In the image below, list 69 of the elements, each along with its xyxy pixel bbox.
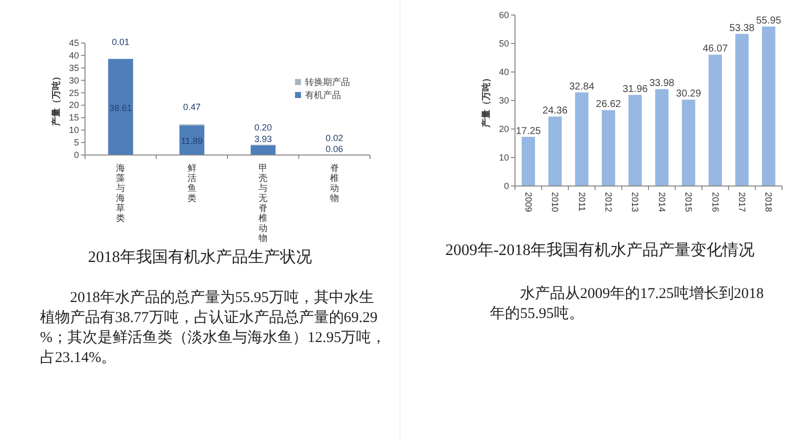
bar bbox=[602, 110, 616, 186]
text: 2009年-2018年我国有机水产品产量变化情况 bbox=[445, 241, 755, 259]
x-tick-label: 2013 bbox=[630, 192, 640, 212]
text: 2018年我国有机水产品生产状况 bbox=[88, 248, 312, 266]
y-tick-label: 0 bbox=[74, 150, 79, 160]
bar bbox=[522, 136, 536, 186]
data-label: 0.02 bbox=[326, 132, 344, 143]
y-tick-label: 10 bbox=[68, 125, 79, 136]
legend-label: 转换期产品 bbox=[305, 77, 350, 87]
x-tick-label: 2009 bbox=[523, 192, 534, 212]
x-tick-label: 甲壳与无脊椎动物 bbox=[258, 163, 268, 243]
data-label: 53.38 bbox=[729, 22, 755, 34]
x-tick-label: 2010 bbox=[550, 192, 560, 212]
x-tick-label: 鲜活鱼类 bbox=[187, 163, 196, 203]
data-label: 31.96 bbox=[622, 84, 648, 95]
y-tick-label: 30 bbox=[498, 96, 509, 106]
data-label: 46.07 bbox=[702, 44, 728, 55]
x-tick-label: 2017 bbox=[736, 192, 747, 212]
x-tick-label: 2011 bbox=[576, 192, 587, 212]
bar bbox=[708, 54, 722, 186]
y-axis-title: 产量（万吨） bbox=[481, 74, 491, 128]
y-tick-label: 30 bbox=[68, 75, 79, 86]
y-tick-label: 60 bbox=[498, 10, 509, 20]
data-label: 24.36 bbox=[542, 106, 568, 117]
x-tick-label: 脊椎动物 bbox=[330, 163, 339, 203]
y-tick-label: 35 bbox=[68, 62, 79, 73]
y-tick-label: 40 bbox=[68, 50, 79, 60]
y-tick-label: 45 bbox=[68, 38, 79, 48]
x-tick-label: 2012 bbox=[603, 192, 614, 212]
data-label: 0.06 bbox=[326, 144, 344, 154]
data-label: 0.47 bbox=[183, 102, 201, 112]
data-label: 17.25 bbox=[516, 126, 542, 137]
data-label: 0.01 bbox=[112, 36, 130, 47]
y-tick-label: 20 bbox=[68, 100, 79, 110]
x-tick-label: 2018 bbox=[764, 192, 774, 212]
data-label: 38.61 bbox=[109, 102, 132, 113]
y-tick-label: 5 bbox=[74, 138, 79, 148]
bar bbox=[250, 145, 276, 155]
x-tick-label: 2015 bbox=[684, 192, 694, 212]
bar bbox=[575, 92, 588, 186]
x-tick-label: 2014 bbox=[656, 192, 667, 212]
y-tick-label: 15 bbox=[68, 112, 79, 123]
y-tick-label: 0 bbox=[504, 181, 509, 191]
bar bbox=[655, 89, 669, 186]
data-label: 33.98 bbox=[649, 78, 675, 90]
y-tick-label: 50 bbox=[498, 38, 509, 48]
data-label: 0.20 bbox=[254, 122, 272, 133]
text: 水产品从2009年的17.25吨增长到2018年的55.95吨。 bbox=[490, 285, 764, 322]
y-axis-title: 产量（万吨） bbox=[51, 72, 61, 127]
x-tick-label: 2016 bbox=[710, 192, 720, 212]
bar bbox=[735, 34, 749, 186]
text: 2018年水产品的总产量为55.95万吨，其中水生植物产品有38.77万吨，占认证水产品总产量的69.29%；其次是鲜活鱼类（淡水鱼与海水鱼）12.95万吨，占23.14%。 bbox=[40, 289, 386, 366]
y-tick-label: 20 bbox=[498, 124, 509, 134]
data-label: 3.93 bbox=[254, 134, 272, 144]
data-label: 55.95 bbox=[756, 16, 782, 27]
bar bbox=[762, 26, 776, 186]
legend-label: 有机产品 bbox=[305, 90, 341, 100]
data-label: 30.29 bbox=[676, 88, 702, 100]
y-tick-label: 10 bbox=[498, 152, 509, 162]
data-label: 32.84 bbox=[569, 81, 595, 92]
y-tick-label: 40 bbox=[498, 67, 509, 77]
data-label: 11.89 bbox=[180, 136, 203, 146]
y-tick-label: 25 bbox=[68, 88, 79, 98]
data-label: 26.62 bbox=[596, 99, 622, 110]
x-tick-label: 海藻与海草类 bbox=[116, 163, 126, 223]
bar bbox=[548, 116, 562, 186]
bar bbox=[108, 58, 134, 155]
bar bbox=[682, 100, 696, 186]
bar bbox=[628, 94, 642, 186]
